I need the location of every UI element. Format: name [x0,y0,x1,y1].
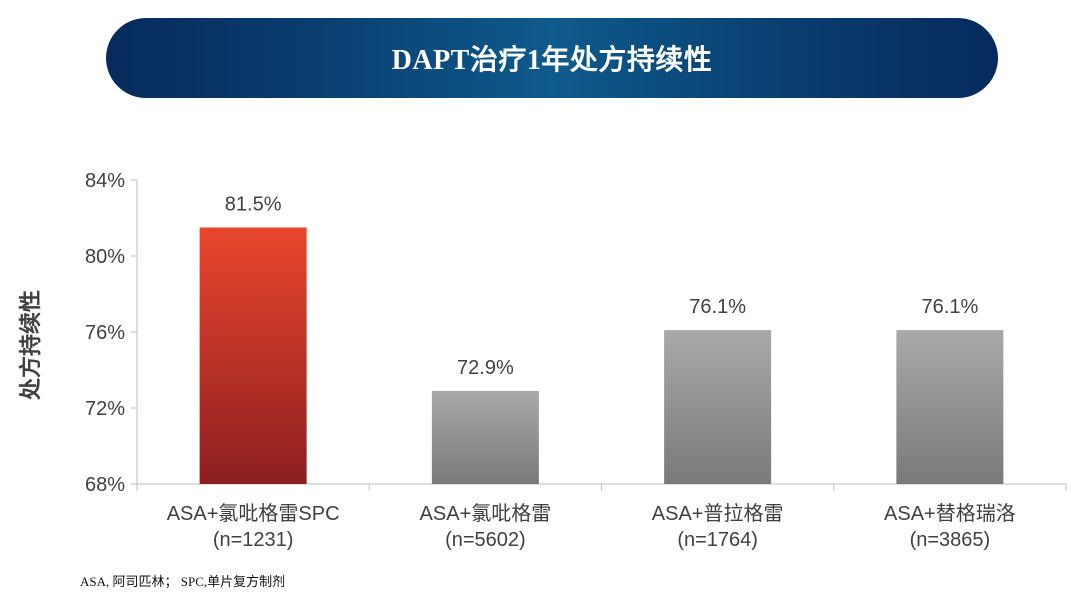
x-tick-label-sample-size: (n=1764) [677,529,758,551]
bar-value-label: 81.5% [225,194,282,216]
x-tick-label: ASA+普拉格雷 [652,502,784,525]
chart-title: DAPT治疗1年处方持续性 [391,45,713,76]
y-axis-label: 处方持续性 [18,290,43,401]
x-tick-label-sample-size: (n=5602) [445,529,526,551]
bar [199,227,307,484]
bar-value-label: 76.1% [689,296,746,318]
bar [664,330,772,484]
y-tick-label: 84% [85,170,125,192]
y-tick-label: 80% [85,246,125,268]
y-tick-label: 76% [85,322,125,344]
x-tick-label: ASA+氯吡格雷 [420,502,552,525]
x-tick-label: ASA+替格瑞洛 [884,502,1016,525]
y-tick-label: 68% [85,474,125,496]
bar-value-label: 72.9% [457,357,514,379]
footnote: ASA, 阿司匹林； SPC,单片复方制剂 [80,574,286,589]
bar [431,390,539,484]
bar-value-label: 76.1% [922,296,979,318]
x-tick-label-sample-size: (n=1231) [213,529,294,551]
x-tick-label-sample-size: (n=3865) [910,529,991,551]
title-banner: DAPT治疗1年处方持续性 [106,18,998,98]
bar [896,330,1004,484]
x-tick-label: ASA+氯吡格雷SPC [167,502,340,525]
y-tick-label: 72% [85,398,125,420]
